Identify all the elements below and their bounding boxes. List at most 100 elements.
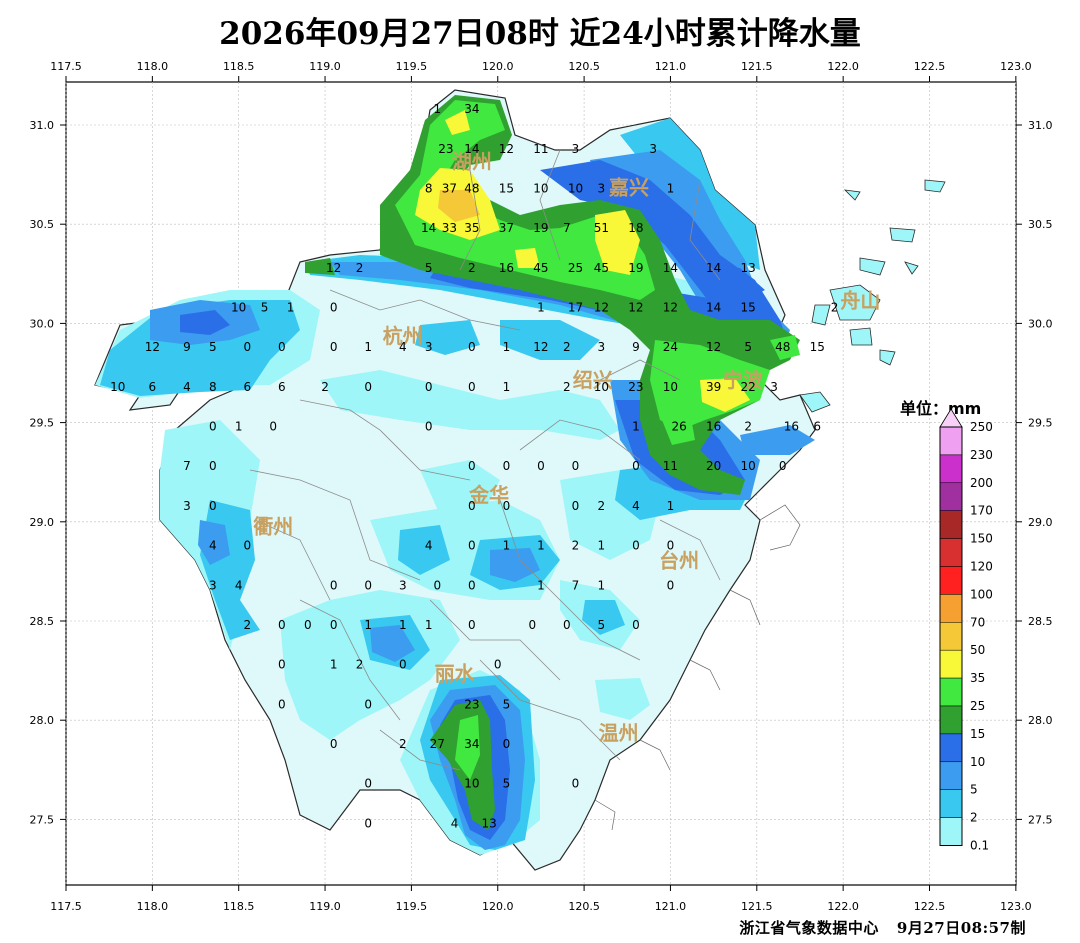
station-value: 0 [528, 618, 536, 632]
station-value: 1 [425, 618, 433, 632]
legend-swatch [939, 510, 963, 539]
station-value: 8 [425, 181, 433, 195]
station-value: 0 [632, 618, 640, 632]
lat-tick-label-right: 28.0 [1028, 714, 1053, 727]
station-value: 20 [706, 459, 721, 473]
station-value: 24 [663, 340, 678, 354]
station-value: 2 [356, 261, 364, 275]
station-value: 16 [499, 261, 514, 275]
station-value: 0 [572, 499, 580, 513]
lat-tick-label-left: 30.0 [30, 317, 55, 330]
station-value: 5 [261, 301, 269, 315]
station-value: 2 [399, 737, 407, 751]
lon-tick-label-bottom: 120.0 [482, 900, 514, 913]
station-value: 2 [572, 539, 580, 553]
station-value: 0 [278, 697, 286, 711]
station-value: 34 [464, 737, 479, 751]
station-value: 0 [494, 658, 502, 672]
station-value: 0 [209, 459, 217, 473]
station-value: 0 [468, 499, 476, 513]
station-value: 18 [628, 221, 643, 235]
legend-level-label: 0.1 [970, 839, 989, 853]
station-value: 10 [231, 301, 246, 315]
station-value: 10 [568, 181, 583, 195]
credit-line: 浙江省气象数据中心 9月27日08:57制 [721, 917, 1026, 938]
legend-level-label: 200 [970, 476, 993, 490]
station-value: 1 [235, 420, 243, 434]
station-value: 12 [326, 261, 341, 275]
station-value: 0 [503, 737, 511, 751]
station-value: 17 [568, 301, 583, 315]
station-value: 25 [568, 261, 583, 275]
station-value: 1 [287, 301, 295, 315]
station-value: 1 [433, 102, 441, 116]
station-value: 16 [784, 420, 799, 434]
station-value: 0 [209, 420, 217, 434]
station-value: 6 [149, 380, 157, 394]
station-value: 1 [632, 420, 640, 434]
credit-time: 9月27日08:57制 [896, 919, 1026, 937]
lon-tick-label-top: 122.5 [914, 60, 946, 73]
lat-tick-label-left: 27.5 [30, 813, 55, 826]
station-value: 37 [442, 181, 457, 195]
station-value: 0 [278, 340, 286, 354]
legend-level-label: 250 [970, 420, 993, 434]
lat-tick-label-right: 28.5 [1028, 615, 1053, 628]
station-value: 3 [649, 142, 657, 156]
legend-swatch [939, 538, 963, 567]
coastline-detail [594, 504, 801, 831]
lon-tick-label-bottom: 117.5 [50, 900, 82, 913]
station-value: 0 [278, 618, 286, 632]
station-value: 0 [244, 340, 252, 354]
station-value: 0 [425, 420, 433, 434]
station-value: 4 [451, 816, 459, 830]
lat-tick-label-right: 31.0 [1028, 119, 1053, 132]
city-label: 温州 [599, 721, 639, 745]
station-value: 51 [594, 221, 609, 235]
station-value: 0 [278, 658, 286, 672]
station-value: 1 [364, 618, 372, 632]
lon-tick-label-top: 118.5 [223, 60, 255, 73]
station-value: 3 [770, 380, 778, 394]
station-value: 27 [430, 737, 445, 751]
station-value: 1 [503, 539, 511, 553]
lat-tick-label-right: 29.5 [1028, 417, 1053, 430]
station-value: 4 [399, 340, 407, 354]
legend-level-label: 25 [970, 699, 985, 713]
legend-level-label: 5 [970, 783, 978, 797]
legend-level-label: 70 [970, 615, 985, 629]
lat-tick-label-left: 29.5 [30, 417, 55, 430]
station-value: 1 [537, 301, 545, 315]
station-value: 15 [741, 301, 756, 315]
heavy-rain-band [305, 95, 800, 830]
station-value: 2 [563, 340, 571, 354]
station-value: 11 [663, 459, 678, 473]
station-value: 23 [464, 697, 479, 711]
station-value: 0 [779, 459, 787, 473]
station-value: 3 [209, 578, 217, 592]
station-value: 3 [183, 499, 191, 513]
lon-tick-label-bottom: 122.5 [914, 900, 946, 913]
lon-tick-label-top: 119.5 [396, 60, 428, 73]
lon-tick-label-bottom: 122.0 [827, 900, 859, 913]
station-value: 0 [330, 340, 338, 354]
station-value: 0 [269, 420, 277, 434]
station-value: 45 [533, 261, 548, 275]
legend-swatch [939, 789, 963, 818]
city-label: 衢州 [253, 515, 293, 539]
legend-swatch [939, 733, 963, 763]
station-value: 14 [663, 261, 678, 275]
station-value: 14 [706, 301, 721, 315]
legend-swatch [939, 454, 963, 484]
station-value: 0 [209, 499, 217, 513]
legend-swatch [939, 649, 963, 679]
station-value: 0 [364, 697, 372, 711]
station-value: 0 [425, 380, 433, 394]
station-value: 15 [810, 340, 825, 354]
station-value: 0 [468, 539, 476, 553]
station-value: 10 [663, 380, 678, 394]
station-value: 19 [628, 261, 643, 275]
station-value: 0 [304, 618, 312, 632]
station-value: 0 [468, 618, 476, 632]
